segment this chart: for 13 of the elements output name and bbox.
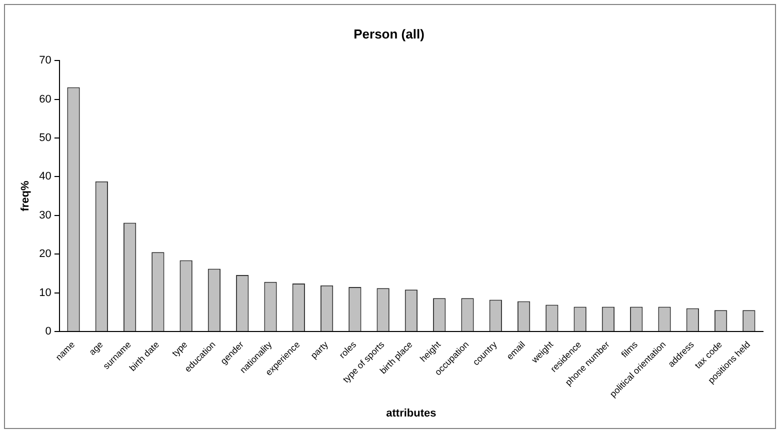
y-tick-label: 60: [39, 93, 52, 106]
y-tick-label: 70: [39, 54, 52, 67]
x-axis-title: attributes: [386, 407, 436, 420]
x-tick-label: type: [170, 339, 190, 358]
y-tick-label: 0: [45, 325, 52, 338]
y-tick-label: 40: [39, 170, 52, 183]
y-tick-label: 50: [39, 132, 52, 144]
y-tick-label: 10: [39, 286, 52, 299]
chart-title: Person (all): [354, 26, 424, 42]
y-axis-title: freq%: [20, 180, 32, 212]
x-tick-label: age: [87, 339, 105, 358]
y-tick-label: 20: [39, 248, 52, 260]
y-tick-label: 30: [39, 209, 52, 222]
